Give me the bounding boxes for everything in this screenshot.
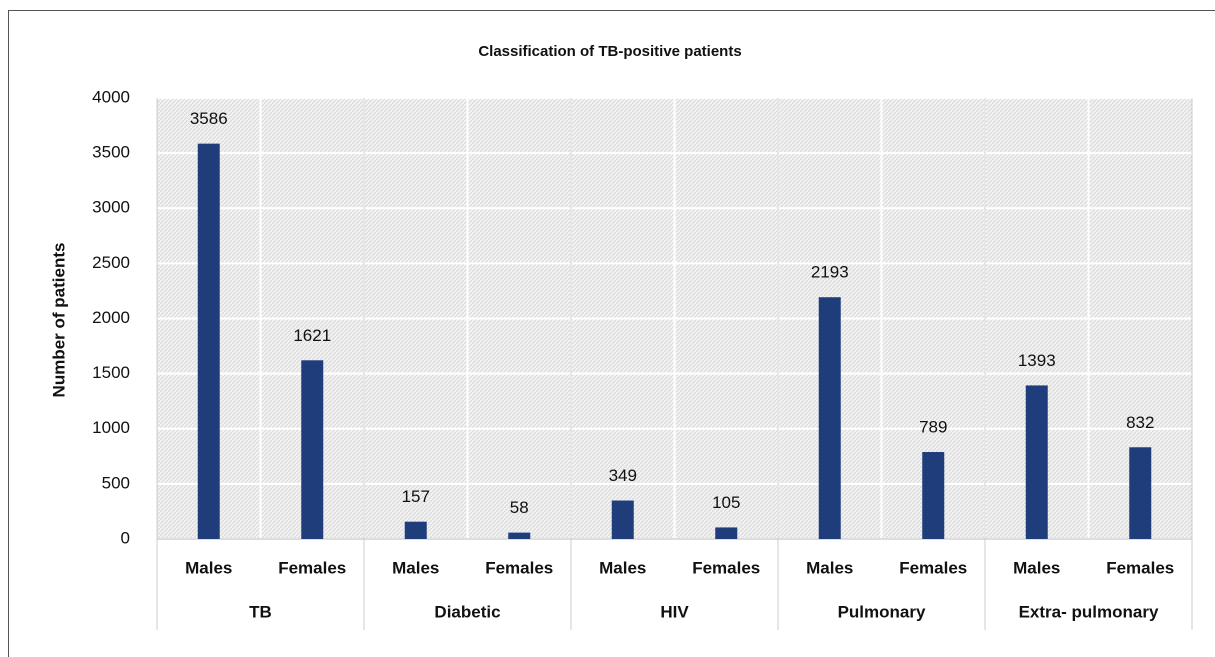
bar — [922, 452, 945, 539]
value-label: 349 — [609, 466, 637, 485]
value-label: 58 — [510, 498, 529, 517]
bar — [197, 143, 220, 539]
group-label: Extra- pulmonary — [1019, 602, 1159, 621]
y-tick-label: 2000 — [92, 308, 130, 327]
bar — [1129, 447, 1152, 539]
x-tick-label: Males — [185, 558, 232, 577]
bar — [818, 297, 841, 539]
x-tick-label: Males — [1013, 558, 1060, 577]
bar — [301, 360, 324, 539]
y-tick-label: 0 — [121, 528, 130, 547]
bar — [404, 521, 427, 539]
bar — [508, 532, 531, 539]
value-label: 2193 — [811, 263, 849, 282]
y-tick-label: 1000 — [92, 418, 130, 437]
x-tick-label: Males — [806, 558, 853, 577]
x-tick-label: Females — [278, 558, 346, 577]
y-tick-label: 4000 — [92, 87, 130, 106]
group-label: Diabetic — [434, 602, 500, 621]
x-tick-label: Males — [599, 558, 646, 577]
bar — [611, 500, 634, 539]
x-tick-label: Females — [899, 558, 967, 577]
y-tick-label: 500 — [102, 473, 130, 492]
group-label: HIV — [660, 602, 689, 621]
value-label: 832 — [1126, 413, 1154, 432]
y-tick-label: 2500 — [92, 253, 130, 272]
value-label: 1621 — [293, 326, 331, 345]
chart-title: Classification of TB-positive patients — [478, 43, 741, 60]
x-tick-label: Females — [485, 558, 553, 577]
value-label: 789 — [919, 417, 947, 436]
frame — [8, 10, 1215, 657]
value-label: 3586 — [190, 109, 228, 128]
x-tick-label: Males — [392, 558, 439, 577]
bar — [1025, 385, 1048, 539]
x-tick-label: Females — [1106, 558, 1174, 577]
group-label: Pulmonary — [838, 602, 926, 621]
value-label: 157 — [402, 487, 430, 506]
y-tick-label: 3500 — [92, 143, 130, 162]
x-tick-label: Females — [692, 558, 760, 577]
bar — [715, 527, 738, 539]
value-label: 1393 — [1018, 351, 1056, 370]
value-label: 105 — [712, 493, 740, 512]
group-label: TB — [249, 602, 272, 621]
y-tick-label: 1500 — [92, 363, 130, 382]
y-tick-label: 3000 — [92, 198, 130, 217]
y-axis-label: Number of patients — [49, 243, 68, 398]
